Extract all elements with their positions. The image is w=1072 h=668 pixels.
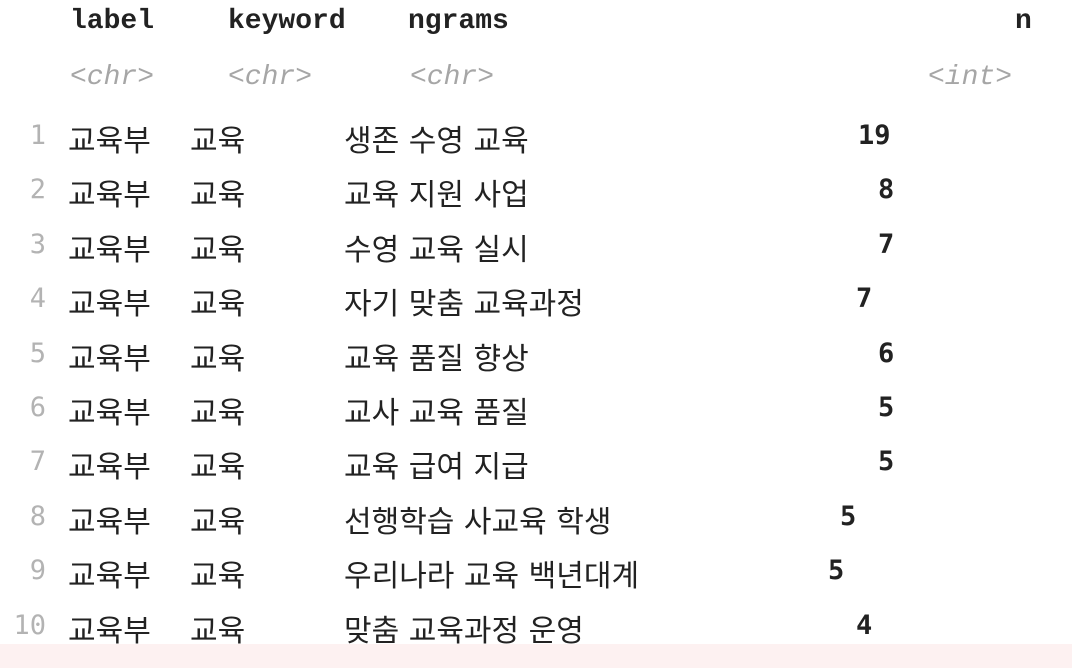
cell-ngrams: 생존 수영 교육 <box>344 124 529 159</box>
row-number: 7 <box>29 446 46 478</box>
cell-label: 교육부 <box>68 178 151 214</box>
column-header-n: n <box>1015 6 1032 37</box>
cell-ngrams: 수영 교육 실시 <box>344 232 529 268</box>
cell-label: 교육부 <box>68 613 151 649</box>
cell-ngrams: 교육 품질 향상 <box>344 341 529 377</box>
row-number: 10 <box>13 609 46 641</box>
cell-keyword: 교육 <box>190 178 246 214</box>
cell-keyword: 교육 <box>190 559 246 595</box>
cell-keyword: 교육 <box>190 124 246 159</box>
column-header-keyword: keyword <box>228 6 346 37</box>
table-row: 2 교육부 교육 교육 지원 사업 8 <box>0 160 1072 214</box>
column-header-ngrams: ngrams <box>408 6 509 37</box>
cell-label: 교육부 <box>68 450 151 486</box>
cell-ngrams: 선행학습 사교육 학생 <box>344 504 612 540</box>
table-row: 3 교육부 교육 수영 교육 실시 7 <box>0 215 1072 269</box>
cell-keyword: 교육 <box>190 396 246 431</box>
cell-ngrams: 자기 맞춤 교육과정 <box>344 287 584 323</box>
table-row: 1 교육부 교육 생존 수영 교육 19 <box>0 106 1072 160</box>
row-number: 9 <box>29 555 46 587</box>
cell-ngrams: 교사 교육 품질 <box>344 396 529 431</box>
cell-label: 교육부 <box>68 559 151 595</box>
row-number: 4 <box>29 283 46 315</box>
row-number: 2 <box>29 174 46 206</box>
row-number: 3 <box>29 228 46 260</box>
bottom-strip <box>0 644 1072 668</box>
cell-label: 교육부 <box>68 504 151 540</box>
row-number: 6 <box>29 392 46 423</box>
cell-n: 7 <box>878 228 895 260</box>
row-number: 5 <box>29 337 46 369</box>
cell-n: 8 <box>878 174 895 206</box>
cell-ngrams: 맞춤 교육과정 운영 <box>344 613 584 649</box>
table-row: 6 교육부 교육 교사 교육 품질 5 <box>0 378 1072 432</box>
table-row: 7 교육부 교육 교육 급여 지급 5 <box>0 432 1072 486</box>
cell-keyword: 교육 <box>190 613 246 649</box>
column-type-n: <int> <box>928 62 1013 93</box>
cell-n: 6 <box>878 337 895 369</box>
cell-label: 교육부 <box>68 341 151 377</box>
console-output: label keyword ngrams n <chr> <chr> <chr>… <box>0 6 1072 649</box>
cell-ngrams: 교육 지원 사업 <box>344 178 529 214</box>
cell-label: 교육부 <box>68 232 151 268</box>
column-header-label: label <box>70 6 155 37</box>
cell-keyword: 교육 <box>190 232 246 268</box>
cell-label: 교육부 <box>68 287 151 323</box>
column-type-ngrams: <chr> <box>410 62 495 93</box>
cell-n: 4 <box>856 609 873 641</box>
cell-keyword: 교육 <box>190 341 246 377</box>
cell-keyword: 교육 <box>190 504 246 540</box>
cell-ngrams: 교육 급여 지급 <box>344 450 529 486</box>
cell-label: 교육부 <box>68 124 151 159</box>
cell-n: 5 <box>878 392 895 423</box>
row-number: 1 <box>29 120 46 151</box>
cell-n: 5 <box>840 500 857 532</box>
cell-n: 5 <box>878 446 895 478</box>
table-row: 9 교육부 교육 우리나라 교육 백년대계 5 <box>0 541 1072 595</box>
table-row: 4 교육부 교육 자기 맞춤 교육과정 7 <box>0 269 1072 323</box>
cell-n: 19 <box>858 120 891 151</box>
table-row: 10 교육부 교육 맞춤 교육과정 운영 4 <box>0 596 1072 650</box>
cell-label: 교육부 <box>68 396 151 431</box>
cell-keyword: 교육 <box>190 450 246 486</box>
table-row: 8 교육부 교육 선행학습 사교육 학생 5 <box>0 487 1072 541</box>
column-type-label: <chr> <box>70 62 155 93</box>
cell-keyword: 교육 <box>190 287 246 323</box>
cell-ngrams: 우리나라 교육 백년대계 <box>344 559 640 595</box>
cell-n: 7 <box>856 283 873 315</box>
table-row: 5 교육부 교육 교육 품질 향상 6 <box>0 324 1072 378</box>
column-type-keyword: <chr> <box>228 62 313 93</box>
cell-n: 5 <box>828 555 845 587</box>
row-number: 8 <box>29 500 46 532</box>
